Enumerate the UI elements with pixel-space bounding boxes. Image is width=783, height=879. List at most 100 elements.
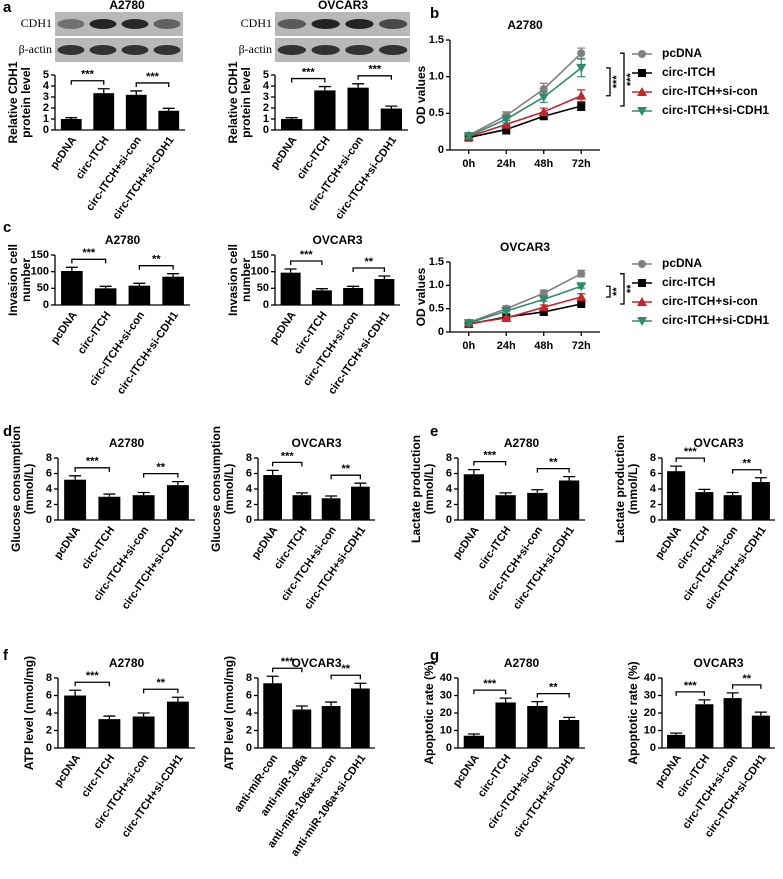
error-bar (65, 266, 78, 271)
y-tick-label: 40 (440, 672, 452, 684)
significance-bracket (289, 260, 323, 265)
y-tick-label: 2 (650, 498, 656, 510)
marker (501, 307, 512, 316)
series-line (468, 296, 582, 325)
x-tick-label: circ-ITCH+si-CDH1 (511, 753, 577, 840)
y-tick-label: 2 (246, 724, 252, 736)
y-axis-label: Invasion cell (6, 244, 20, 316)
error-bar (726, 692, 739, 699)
chart-title: OVCAR3 (291, 436, 341, 450)
y-tick-label: 6 (46, 467, 52, 479)
bar (351, 688, 370, 748)
blot-band (378, 19, 408, 29)
bar (351, 486, 370, 520)
marker (463, 132, 474, 142)
bar (527, 492, 548, 520)
significance-bracket (71, 258, 107, 264)
marker (501, 115, 512, 125)
error-bar (467, 468, 480, 475)
x-tick-label: pcDNA (451, 524, 482, 561)
blot-label: CDH1 (241, 16, 272, 30)
bar (60, 119, 82, 130)
significance-label: ** (341, 663, 350, 675)
significance-bracket (606, 285, 611, 298)
blot-label: β-actin (239, 42, 272, 56)
blot-band (121, 19, 149, 29)
y-tick-label: 2 (46, 498, 52, 510)
series-line (468, 105, 582, 139)
bar (98, 496, 121, 520)
error-bar (378, 275, 391, 279)
y-tick-label: 0 (246, 742, 252, 754)
marker (577, 49, 586, 58)
error-bar (171, 696, 184, 702)
y-tick-label: 0 (446, 514, 452, 526)
y-axis-label: number (19, 258, 33, 302)
error-bar (137, 491, 150, 496)
error-bar (130, 90, 143, 95)
significance-label: *** (86, 670, 100, 682)
significance-bracket (536, 467, 570, 473)
y-tick-label: 150 (31, 249, 49, 261)
y-tick-label: 0.5 (429, 303, 444, 315)
chart-title: A2780 (507, 18, 543, 32)
error-bar (325, 701, 338, 706)
legend-label: circ-ITCH (662, 275, 715, 289)
significance-label: *** (483, 678, 497, 690)
significance-bracket (330, 474, 362, 480)
y-tick-label: 1 (43, 113, 49, 125)
x-tick-label: circ-ITCH+si-CDH1 (333, 135, 399, 222)
y-tick-label: 6 (246, 689, 252, 701)
marker (576, 292, 587, 301)
y-tick-label: 100 (31, 266, 49, 278)
significance-label: ** (152, 254, 161, 266)
x-tick-label: circ-ITCH+si-CDH1 (120, 753, 186, 840)
series-line (468, 67, 582, 137)
bar (321, 706, 341, 748)
marker (638, 69, 646, 77)
blot-band (57, 19, 85, 29)
chart-title: OVCAR3 (693, 436, 743, 450)
significance-label: ** (156, 677, 165, 689)
significance-label: *** (302, 66, 316, 78)
error-bar (133, 282, 146, 286)
bar (380, 108, 403, 130)
y-tick-label: 30 (644, 689, 656, 701)
error-bar (499, 492, 512, 496)
y-axis-label: (mmol/L) (422, 464, 436, 515)
x-tick-label: 48h (534, 340, 553, 352)
chart-title: OVCAR3 (291, 656, 341, 670)
bar (263, 683, 282, 748)
bar (723, 698, 742, 748)
legend-label: circ-ITCH+si-con (662, 84, 758, 98)
blot-label: CDH1 (21, 16, 52, 30)
x-tick-label: circ-ITCH (79, 524, 117, 571)
marker (637, 107, 647, 116)
error-bar (347, 285, 360, 288)
significance-bracket (352, 267, 386, 272)
bar (93, 93, 115, 130)
y-axis-label: Glucose consumption (9, 426, 23, 552)
significance-bracket (675, 457, 706, 463)
series-line (468, 272, 582, 324)
y-tick-label: 4 (650, 483, 657, 495)
legend-label: circ-ITCH (662, 65, 715, 79)
y-axis-label: Relative CDH1 (6, 61, 20, 143)
significance-bracket (138, 265, 174, 270)
marker (539, 85, 548, 94)
bar (132, 495, 155, 520)
y-tick-label: 8 (246, 452, 252, 464)
bar (166, 701, 189, 748)
x-tick-label: pcDNA (269, 134, 300, 171)
x-tick-label: circ-ITCH+si-CDH1 (511, 525, 577, 612)
y-tick-label: 1.5 (429, 34, 444, 46)
x-tick-label: circ-ITCH+si-CDH1 (115, 310, 181, 397)
y-tick-label: 0 (438, 144, 444, 156)
bar (292, 709, 312, 748)
y-tick-label: 0.5 (429, 107, 444, 119)
marker (538, 295, 549, 305)
error-bar (325, 495, 338, 499)
y-axis-label: (mmol/L) (222, 464, 236, 515)
y-axis-label: protein level (239, 67, 253, 138)
